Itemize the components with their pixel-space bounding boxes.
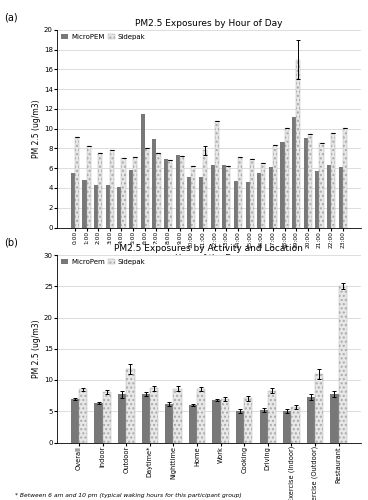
Bar — [291, 407, 300, 442]
Bar — [142, 394, 150, 442]
Bar — [121, 158, 125, 228]
Bar — [250, 160, 254, 228]
Bar — [221, 399, 229, 442]
Bar — [187, 177, 191, 228]
Bar — [268, 390, 276, 442]
Bar — [259, 410, 268, 442]
Bar — [269, 168, 273, 228]
Bar — [75, 136, 79, 228]
Bar — [234, 181, 238, 228]
Bar — [343, 128, 347, 228]
Bar — [273, 144, 277, 228]
Bar — [133, 158, 137, 228]
Bar — [222, 166, 226, 228]
Bar — [156, 154, 160, 228]
Text: (b): (b) — [4, 238, 18, 248]
Bar — [236, 411, 244, 442]
Bar — [189, 405, 197, 442]
Bar — [212, 400, 221, 442]
Bar — [304, 138, 308, 228]
Bar — [327, 166, 331, 228]
Bar — [141, 114, 145, 228]
Bar — [145, 148, 149, 228]
Y-axis label: PM 2.5 (ug/m3): PM 2.5 (ug/m3) — [32, 100, 41, 158]
Bar — [82, 180, 86, 228]
Bar — [284, 128, 289, 228]
Bar — [245, 182, 250, 228]
Bar — [176, 156, 180, 228]
Bar — [165, 404, 173, 442]
Bar — [330, 394, 339, 442]
Bar — [79, 390, 87, 442]
Bar — [296, 60, 300, 228]
Bar — [197, 389, 205, 442]
Bar — [103, 392, 111, 442]
Bar — [226, 166, 230, 228]
Bar — [106, 185, 110, 228]
Bar — [118, 394, 126, 442]
Text: (a): (a) — [4, 12, 17, 22]
Bar — [168, 160, 172, 228]
Bar — [257, 173, 261, 228]
Bar — [71, 173, 75, 228]
Bar — [191, 166, 195, 228]
Bar — [331, 132, 335, 228]
Bar — [339, 168, 343, 228]
Bar — [117, 187, 121, 228]
Bar — [129, 170, 133, 228]
Bar — [215, 121, 219, 228]
Bar — [94, 185, 98, 228]
Bar — [95, 403, 103, 442]
Bar — [292, 117, 296, 228]
Bar — [110, 150, 114, 228]
Bar — [307, 397, 315, 442]
Bar — [180, 156, 184, 228]
Bar — [315, 374, 323, 442]
Bar — [308, 134, 312, 228]
Bar — [339, 286, 347, 442]
Bar — [315, 171, 319, 228]
Bar — [238, 158, 242, 228]
Bar — [152, 138, 156, 228]
Title: PM2.5 Exposures by Hour of Day: PM2.5 Exposures by Hour of Day — [135, 19, 283, 28]
Legend: MicroPEM, Sidepak: MicroPEM, Sidepak — [59, 32, 148, 43]
Title: PM2.5 Exposures by Activity and Location: PM2.5 Exposures by Activity and Location — [114, 244, 303, 253]
Text: * Between 6 am and 10 pm (typical waking hours for this participant group): * Between 6 am and 10 pm (typical waking… — [15, 492, 241, 498]
Bar — [71, 399, 79, 442]
Bar — [199, 177, 203, 228]
X-axis label: Hour of the Day: Hour of the Day — [176, 254, 242, 262]
Bar — [280, 142, 284, 228]
Bar — [164, 160, 168, 228]
Bar — [126, 370, 135, 442]
Legend: MicroPem, Sidepak: MicroPem, Sidepak — [59, 256, 148, 268]
Bar — [203, 150, 207, 228]
Bar — [319, 142, 323, 228]
Y-axis label: PM 2.5 (ug/m3): PM 2.5 (ug/m3) — [32, 320, 41, 378]
Bar — [283, 411, 291, 442]
Bar — [86, 146, 91, 228]
Bar — [150, 388, 158, 442]
Bar — [261, 164, 265, 228]
Bar — [98, 154, 102, 228]
Bar — [210, 166, 215, 228]
Bar — [173, 389, 182, 442]
Bar — [244, 398, 252, 442]
